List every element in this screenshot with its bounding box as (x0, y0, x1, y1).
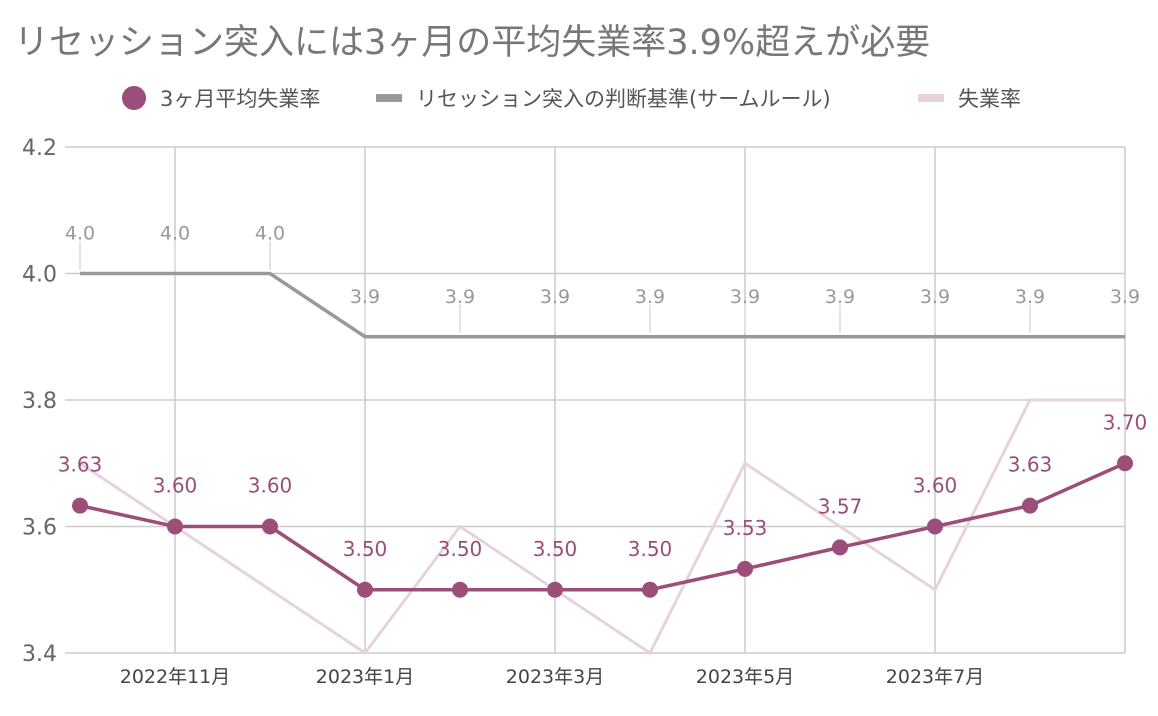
series-line-rate (79, 398, 1125, 656)
avg-point (1117, 455, 1133, 472)
avg-data-label: 3.53 (723, 516, 768, 540)
legend: 3ヶ月平均失業率 リセッション突入の判断基準(サームルール) 失業率 (0, 80, 1158, 116)
avg-point (72, 497, 88, 514)
avg-data-label: 3.70 (1103, 410, 1148, 434)
rule-data-label: 3.9 (920, 286, 950, 308)
legend-marker-rule (376, 94, 402, 102)
y-tick-label: 4.2 (22, 136, 57, 161)
avg-data-label: 3.60 (913, 474, 958, 498)
avg-point (357, 581, 373, 598)
avg-point (737, 560, 753, 577)
x-tick-label: 2023年7月 (886, 666, 984, 688)
y-tick-label: 3.8 (22, 389, 57, 414)
avg-point (642, 581, 658, 598)
y-tick-label: 4.0 (22, 263, 57, 288)
rule-data-label: 3.9 (350, 286, 380, 308)
series-line-rule (80, 271, 1125, 339)
avg-point (832, 539, 848, 556)
rule-data-label: 4.0 (160, 223, 190, 245)
legend-label-avg: 3ヶ月平均失業率 (160, 87, 321, 111)
rule-data-label: 3.9 (1015, 286, 1045, 308)
avg-data-label: 3.50 (343, 537, 388, 561)
rule-data-label: 4.0 (65, 223, 95, 245)
x-tick-label: 2023年1月 (316, 666, 414, 688)
chart-title: リセッション突入には3ヶ月の平均失業率3.9%超えが必要 (14, 23, 931, 63)
avg-data-label: 3.63 (1008, 453, 1053, 477)
avg-point (1022, 497, 1038, 514)
rule-data-label: 4.0 (255, 223, 285, 245)
legend-marker-avg (122, 86, 146, 110)
legend-label-rate: 失業率 (958, 87, 1021, 111)
avg-data-label: 3.60 (153, 474, 198, 498)
avg-point (927, 518, 943, 535)
legend-item-rule[interactable]: リセッション突入の判断基準(サームルール) (376, 80, 831, 116)
legend-marker-rate (918, 94, 944, 102)
legend-item-rate[interactable]: 失業率 (918, 80, 1021, 116)
rule-data-label: 3.9 (1110, 286, 1140, 308)
legend-item-avg[interactable]: 3ヶ月平均失業率 (122, 80, 320, 116)
avg-point (547, 581, 563, 598)
avg-data-label: 3.57 (818, 494, 863, 518)
avg-point (262, 518, 278, 535)
y-tick-label: 3.6 (22, 516, 57, 541)
avg-data-label: 3.60 (248, 474, 293, 498)
rule-data-label: 3.9 (445, 286, 475, 308)
x-tick-label: 2022年11月 (120, 666, 231, 688)
legend-label-rule: リセッション突入の判断基準(サームルール) (416, 87, 831, 111)
avg-point (452, 581, 468, 598)
avg-data-label: 3.50 (438, 537, 483, 561)
y-tick-label: 3.4 (22, 642, 57, 667)
avg-data-label: 3.50 (533, 537, 578, 561)
x-tick-label: 2023年5月 (696, 666, 794, 688)
rule-data-label: 3.9 (825, 286, 855, 308)
avg-data-label: 3.63 (58, 453, 103, 477)
rule-data-label: 3.9 (730, 286, 760, 308)
rule-data-label: 3.9 (540, 286, 570, 308)
x-tick-label: 2023年3月 (506, 666, 604, 688)
avg-point (167, 518, 183, 535)
avg-data-label: 3.50 (628, 537, 673, 561)
rule-data-label: 3.9 (635, 286, 665, 308)
series-line-avg (79, 461, 1126, 592)
